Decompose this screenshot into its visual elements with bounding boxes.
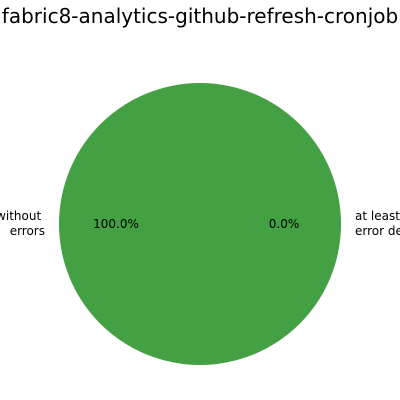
slice-without-errors-percent: 100.0% bbox=[93, 217, 139, 231]
slice-without-errors-label-line-2: errors bbox=[10, 224, 45, 238]
slice-at-least-one-error-percent: 0.0% bbox=[269, 217, 300, 231]
slice-at-least-one-error-label-line-1: at least bbox=[355, 209, 400, 223]
slice-without-errors-label-line-1: without bbox=[0, 209, 41, 223]
slice-without-errors-label: without errors bbox=[0, 209, 45, 238]
slice-at-least-one-error-label: at least error de bbox=[355, 209, 400, 238]
slice-at-least-one-error-label-line-2: error de bbox=[355, 224, 400, 238]
